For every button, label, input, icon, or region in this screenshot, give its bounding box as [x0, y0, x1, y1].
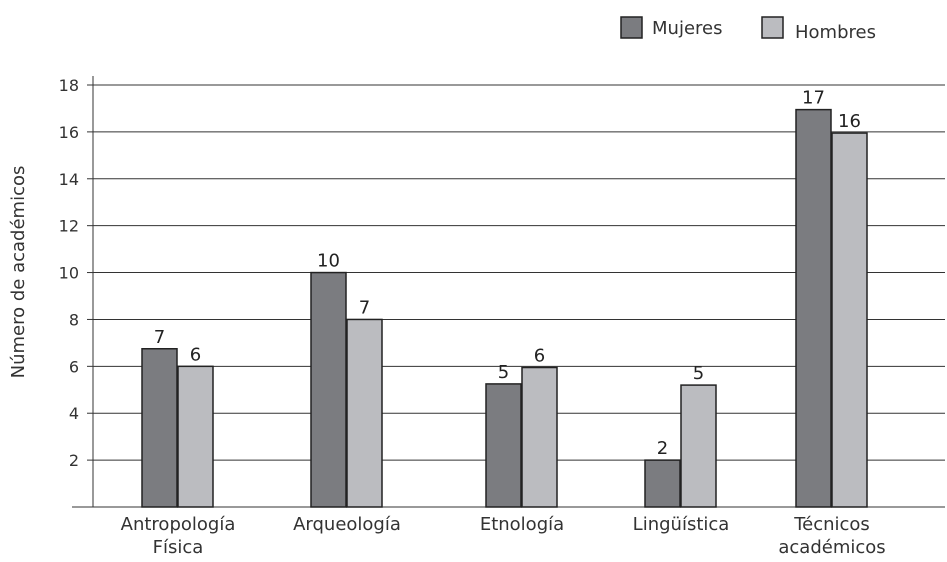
bar-mujeres-4 [795, 108, 832, 508]
data-label: 17 [802, 88, 825, 109]
bar-mujeres-2 [485, 383, 522, 508]
grid-lines [93, 84, 945, 461]
data-label: 10 [317, 251, 340, 272]
y-axis-label: Número de académicos [8, 166, 29, 379]
bar-hombres-4 [831, 132, 868, 508]
x-category-label: Etnología [480, 514, 564, 535]
data-label: 7 [154, 327, 165, 348]
x-category-label: académicos [778, 537, 885, 558]
data-label: 5 [693, 363, 704, 384]
legend-swatch-mujeres [620, 16, 643, 39]
y-tick-label: 8 [69, 310, 79, 329]
data-label: 6 [190, 344, 201, 365]
bar-hombres-3 [680, 384, 717, 508]
y-tick-label: 18 [59, 76, 79, 95]
bar-hombres-0 [177, 365, 214, 508]
x-category-label: Antropología [121, 514, 236, 535]
y-tick-label: 14 [59, 170, 79, 189]
y-tick-label: 10 [59, 264, 79, 283]
y-tick-label: 2 [69, 451, 79, 470]
bar-hombres-2 [521, 366, 558, 508]
y-tick-label: 6 [69, 357, 79, 376]
bar-mujeres-0 [141, 348, 178, 508]
data-label: 16 [838, 111, 861, 132]
legend-swatch-hombres [761, 16, 784, 39]
bar-mujeres-3 [644, 459, 681, 508]
data-label: 5 [498, 362, 509, 383]
bar-hombres-1 [346, 318, 383, 508]
data-label: 6 [534, 346, 545, 367]
bars [141, 108, 868, 508]
y-tick-label: 12 [59, 217, 79, 236]
legend-label-hombres: Hombres [795, 22, 876, 43]
data-label: 7 [359, 297, 370, 318]
bar-mujeres-1 [310, 271, 347, 508]
y-tick-label: 16 [59, 123, 79, 142]
legend-label-mujeres: Mujeres [652, 18, 722, 39]
x-category-label: Técnicos [793, 514, 870, 535]
data-label: 2 [657, 438, 668, 459]
y-tick-label: 4 [69, 404, 79, 423]
x-category-label: Arqueología [293, 514, 401, 535]
x-category-label: Lingüística [633, 514, 730, 535]
legend: Mujeres Hombres [620, 16, 876, 43]
x-category-label: Física [153, 537, 204, 558]
